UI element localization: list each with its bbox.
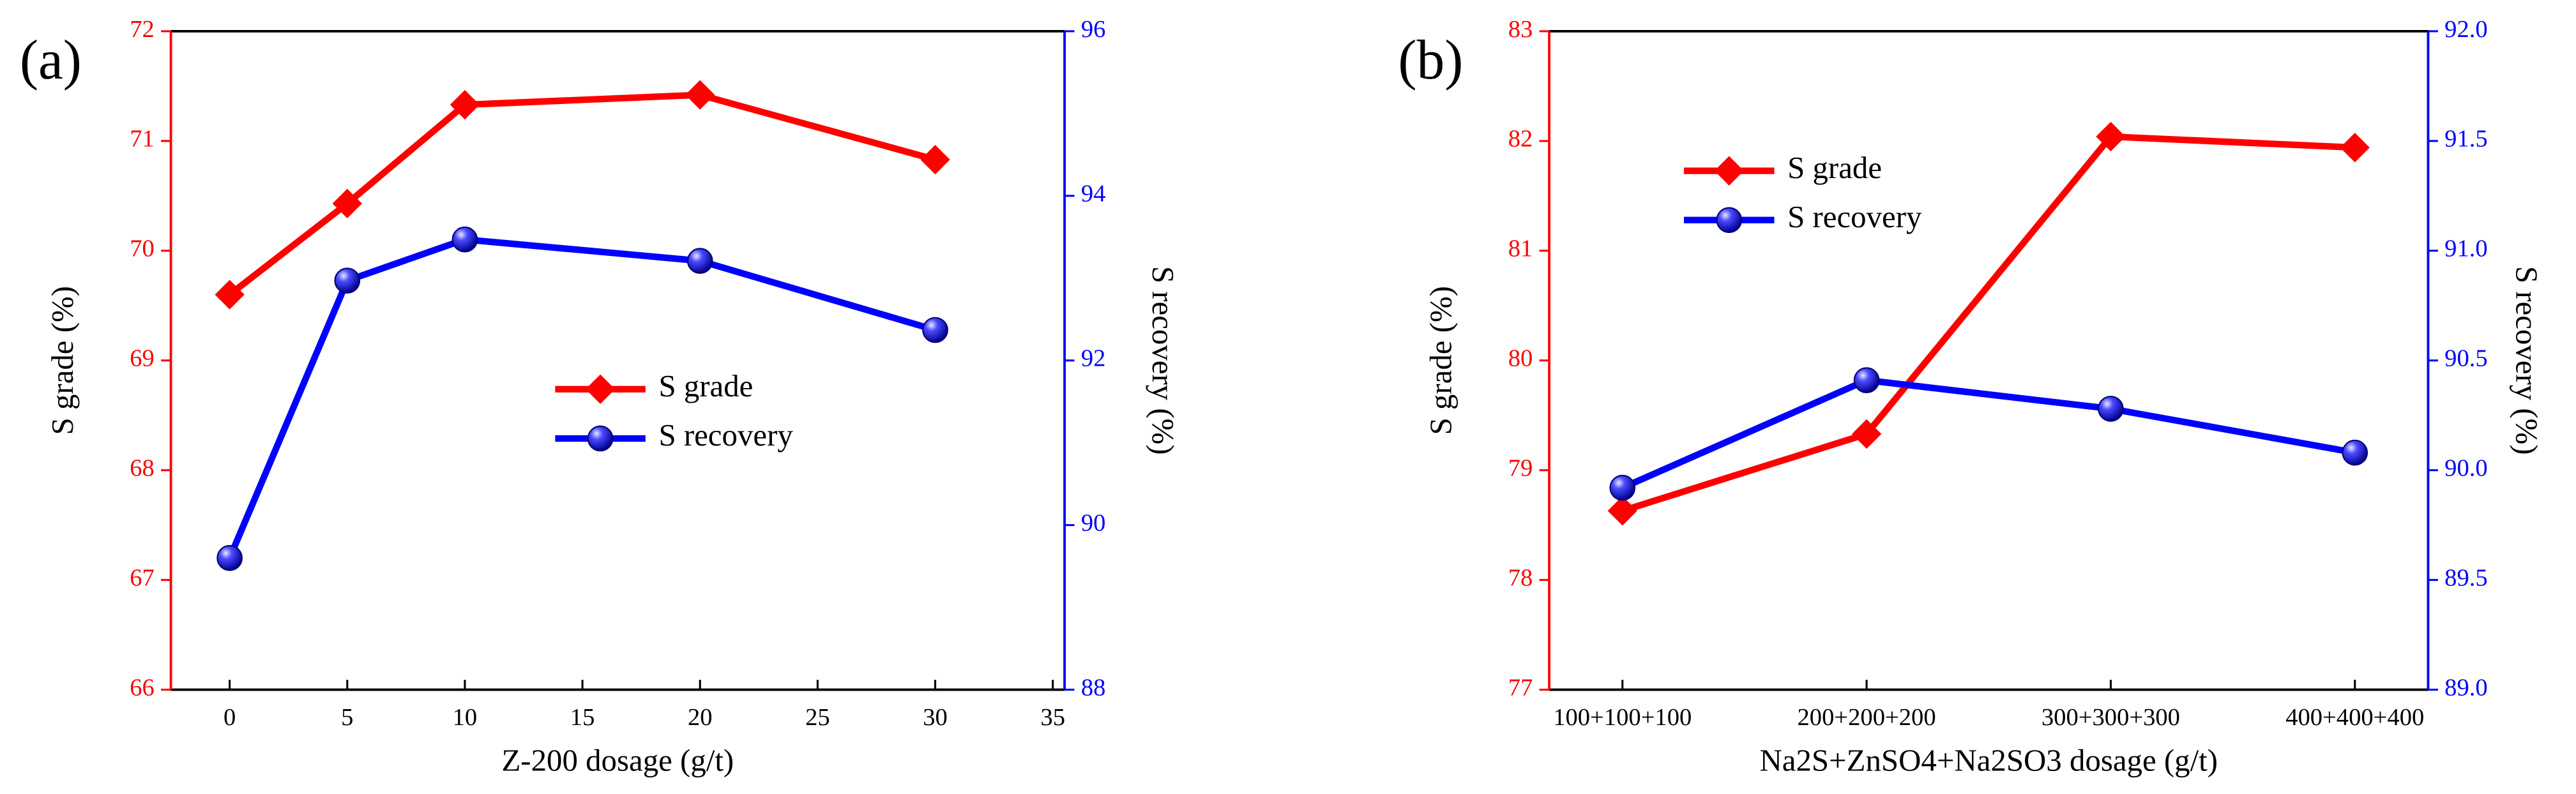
marker [585, 374, 616, 404]
legend-label: S recovery [658, 417, 793, 453]
marker [2096, 121, 2126, 152]
marker [686, 248, 713, 274]
marker [334, 267, 361, 294]
y2-tick-label: 88 [1081, 674, 1106, 701]
y2-axis-label: S recovery (%) [1146, 266, 1181, 455]
y2-tick-label: 89.5 [2444, 565, 2488, 592]
marker [1716, 207, 1743, 234]
y2-tick-label: 90 [1081, 510, 1106, 537]
x-tick-label: 100+100+100 [1553, 704, 1692, 731]
marker [587, 425, 614, 452]
marker [920, 144, 950, 175]
y2-tick-label: 90.5 [2444, 345, 2488, 372]
y2-tick-label: 89.0 [2444, 674, 2488, 701]
x-tick-label: 20 [688, 704, 713, 731]
marker [2098, 396, 2124, 422]
y-tick-label: 72 [130, 16, 155, 43]
x-tick-label: 300+300+300 [2042, 704, 2180, 731]
x-tick-label: 400+400+400 [2285, 704, 2424, 731]
series-line [226, 236, 936, 560]
y2-axis-label: S recovery (%) [2509, 266, 2544, 455]
marker [451, 226, 478, 253]
y-tick-label: 66 [130, 674, 155, 701]
marker [2342, 439, 2368, 466]
series-line [227, 91, 936, 297]
y-tick-label: 81 [1508, 236, 1533, 262]
x-tick-label: 35 [1040, 704, 1065, 731]
y2-tick-label: 92 [1081, 345, 1106, 372]
y-axis-label: S grade (%) [45, 286, 80, 435]
x-tick-label: 15 [570, 704, 595, 731]
legend-label: S grade [1787, 150, 1882, 185]
y-tick-label: 79 [1508, 455, 1533, 482]
y2-tick-label: 94 [1081, 181, 1106, 207]
panel-label: (a) [20, 29, 82, 91]
x-axis-label: Z-200 dosage (g/t) [501, 743, 734, 778]
y2-tick-label: 91.5 [2444, 126, 2488, 153]
y-tick-label: 70 [130, 236, 155, 262]
x-tick-label: 0 [224, 704, 236, 731]
marker [1609, 474, 1636, 501]
panel-label: (b) [1398, 29, 1463, 91]
marker [215, 280, 245, 310]
x-tick-label: 25 [805, 704, 830, 731]
y-tick-label: 77 [1508, 674, 1533, 701]
y-axis-label: S grade (%) [1423, 286, 1458, 435]
legend-label: S recovery [1787, 199, 1922, 234]
y2-tick-label: 91.0 [2444, 236, 2488, 262]
y-tick-label: 83 [1508, 16, 1533, 43]
y-tick-label: 69 [130, 345, 155, 372]
marker [922, 317, 948, 343]
y-tick-label: 71 [130, 126, 155, 153]
marker [1853, 367, 1880, 394]
marker [685, 80, 715, 110]
y2-tick-label: 92.0 [2444, 16, 2488, 43]
y-tick-label: 82 [1508, 126, 1533, 153]
x-tick-label: 5 [341, 704, 353, 731]
y2-tick-label: 90.0 [2444, 455, 2488, 482]
marker [216, 544, 243, 571]
x-axis-label: Na2S+ZnSO4+Na2SO3 dosage (g/t) [1759, 743, 2218, 778]
series-line [1621, 377, 2356, 491]
y2-tick-label: 96 [1081, 16, 1106, 43]
y-tick-label: 67 [130, 565, 155, 592]
y-tick-label: 68 [130, 455, 155, 482]
y-tick-label: 78 [1508, 565, 1533, 592]
marker [1851, 419, 1882, 449]
x-tick-label: 200+200+200 [1798, 704, 1936, 731]
marker [1714, 156, 1744, 186]
series-line [1621, 133, 2355, 514]
marker [2340, 133, 2370, 163]
legend-label: S grade [658, 368, 753, 403]
x-tick-label: 30 [923, 704, 948, 731]
x-tick-label: 10 [453, 704, 478, 731]
y-tick-label: 80 [1508, 345, 1533, 372]
